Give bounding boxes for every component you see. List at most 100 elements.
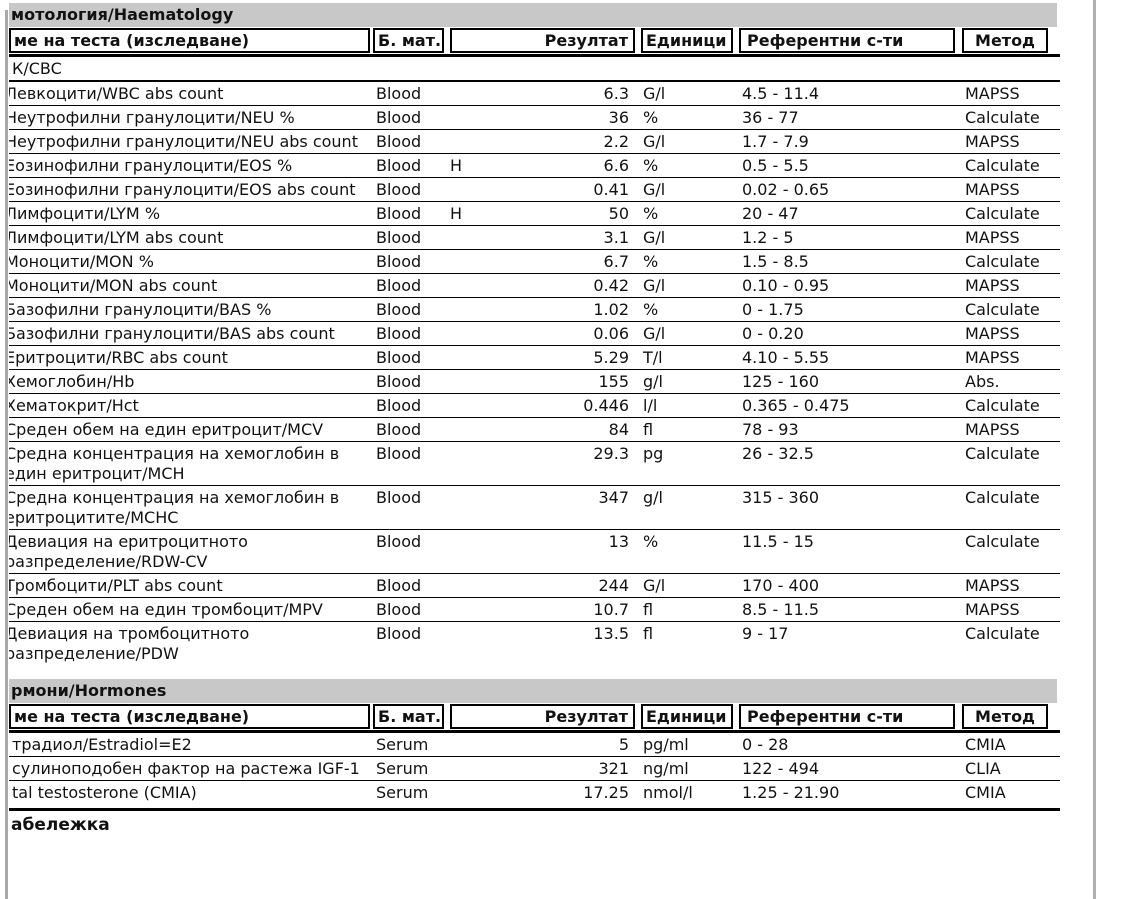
lab-report-page: мотология/Haematology ме на теста (изсле…	[9, 3, 1060, 835]
unit-cell: %	[643, 252, 659, 271]
section-title-hormones: рмони/Hormones	[9, 679, 1057, 703]
flag-cell	[444, 576, 471, 596]
material-cell: Blood	[376, 204, 422, 223]
note-title: абележка	[11, 815, 110, 835]
method-cell: Calculate	[965, 300, 1040, 319]
section-hormones: рмони/Hormones ме на теста (изследване) …	[9, 679, 1060, 804]
table-row: Еозинофилни гранулоцити/EOS abs count Blo…	[9, 178, 1060, 202]
group-row-cbc: К/CBC	[9, 57, 1060, 82]
test-name-cell: Хемоглобин/Hb	[9, 372, 135, 391]
unit-cell: fl	[643, 420, 654, 439]
result-cell: 0.42	[593, 276, 629, 295]
section-gap	[9, 665, 1060, 679]
material-cell: Blood	[376, 396, 422, 415]
reference-cell: 170 - 400	[742, 576, 820, 595]
result-cell: 3.1	[603, 228, 629, 247]
method-cell: Calculate	[965, 204, 1040, 223]
table-row: Моноцити/MON % Blood 6.7% 1.5 - 8.5 Calculat…	[9, 250, 1060, 274]
material-cell: Blood	[376, 624, 422, 643]
method-cell: Calculate	[965, 108, 1040, 127]
reference-cell: 1.25 - 21.90	[742, 783, 840, 802]
method-cell: Calculate	[965, 444, 1040, 463]
result-cell: 0.41	[593, 180, 629, 199]
note-rule	[9, 808, 1060, 811]
test-name-cell: Неутрофилни гранулоцити/NEU %	[9, 108, 295, 127]
material-cell: Blood	[376, 276, 422, 295]
result-cell: 13.5	[593, 624, 629, 643]
unit-cell: G/l	[643, 84, 666, 103]
method-cell: MAPSS	[965, 84, 1020, 103]
table-row: Лимфоцити/LYM abs count Blood 3.1 G/l 1.2 - …	[9, 226, 1060, 250]
unit-cell: %	[643, 300, 659, 319]
method-cell: MAPSS	[965, 324, 1020, 343]
column-header-test-name: ме на теста (изследване)	[9, 28, 370, 53]
group-label: К/CBC	[12, 59, 62, 78]
table-row: Неутрофилни гранулоцити/NEU % Blood 36% 36 …	[9, 106, 1060, 130]
unit-cell: G/l	[643, 228, 666, 247]
table-row: Девиация на тромбоцитното разпределение/…	[9, 622, 1060, 665]
table-row: Еритроцити/RBC abs count Blood 5.29 T/l 4.10…	[9, 346, 1060, 370]
test-name-cell: Средна концентрация на хемоглобин в ерит…	[9, 488, 340, 527]
result-cell: 29.3	[593, 444, 629, 463]
method-cell: Calculate	[965, 252, 1040, 271]
flag-cell	[444, 488, 471, 528]
material-cell: Blood	[376, 444, 422, 463]
test-name-cell: Среден обем на един тромбоцит/MPV	[9, 600, 323, 619]
unit-cell: g/l	[643, 488, 663, 507]
table-row: Базофилни гранулоцити/BAS abs count Blood…	[9, 322, 1060, 346]
result-cell: 244	[598, 576, 629, 595]
flag-cell	[444, 132, 471, 152]
unit-cell: g/l	[643, 372, 663, 391]
column-header-material: Б. мат.	[373, 704, 444, 729]
reference-cell: 8.5 - 11.5	[742, 600, 820, 619]
reference-cell: 0.365 - 0.475	[742, 396, 850, 415]
reference-cell: 125 - 160	[742, 372, 820, 391]
column-header-result: Резултат	[450, 704, 635, 729]
test-name-cell: Левкоцити/WBC abs count	[9, 84, 224, 103]
material-cell: Blood	[376, 132, 422, 151]
method-cell: Calculate	[965, 156, 1040, 175]
table-row: традиол/Estradiol=E2 Serum 5 pg/ml 0 - 28 CMI…	[9, 733, 1060, 757]
unit-cell: %	[643, 156, 659, 175]
table-row: Хематокрит/Hct Blood 0.446 l/l 0.365 - 0.475…	[9, 394, 1060, 418]
result-cell: 6.3	[603, 84, 629, 103]
result-cell: 13	[608, 532, 629, 551]
flag-cell	[444, 252, 471, 272]
test-name-cell: tal testosterone (CMIA)	[12, 783, 197, 802]
flag-cell	[444, 396, 471, 416]
flag-cell	[444, 276, 471, 296]
result-cell: 6.6	[603, 156, 629, 175]
result-cell: 6.7	[603, 252, 629, 271]
reference-cell: 1.5 - 8.5	[742, 252, 809, 271]
table-row: Средна концентрация на хемоглобин в един…	[9, 442, 1060, 486]
table-row: Девиация на еритроцитното разпределение/…	[9, 530, 1060, 574]
haematology-rows: Левкоцити/WBC abs count Blood 6.3 G/l 4.5 - …	[9, 82, 1060, 665]
test-name-cell: Лимфоцити/LYM abs count	[9, 228, 224, 247]
column-header-units: Единици	[641, 704, 733, 729]
flag-cell	[444, 735, 471, 755]
method-cell: CMIA	[965, 735, 1006, 754]
reference-cell: 4.10 - 5.55	[742, 348, 830, 367]
result-cell: 17.25	[583, 783, 629, 802]
unit-cell: fl	[643, 600, 654, 619]
material-cell: Blood	[376, 108, 422, 127]
reference-cell: 0.10 - 0.95	[742, 276, 830, 295]
section-title-haematology: мотология/Haematology	[9, 3, 1057, 27]
column-header-row: ме на теста (изследване) Б. мат. Резулта…	[9, 27, 1060, 54]
unit-cell: G/l	[643, 276, 666, 295]
unit-cell: l/l	[643, 396, 658, 415]
method-cell: MAPSS	[965, 276, 1020, 295]
column-header-units: Единици	[641, 28, 733, 53]
material-cell: Blood	[376, 324, 422, 343]
result-cell: 10.7	[593, 600, 629, 619]
method-cell: CMIA	[965, 783, 1006, 802]
material-cell: Serum	[376, 783, 429, 802]
flag-cell	[444, 600, 471, 620]
result-cell: 5	[618, 735, 629, 754]
method-cell: MAPSS	[965, 600, 1020, 619]
flag-cell	[444, 444, 471, 484]
test-name-cell: Еозинофилни гранулоцити/EOS %	[9, 156, 293, 175]
reference-cell: 0 - 1.75	[742, 300, 804, 319]
test-name-cell: сулиноподобен фактор на растежа IGF-1	[12, 759, 360, 778]
test-name-cell: Тромбоцити/PLT abs count	[9, 576, 223, 595]
